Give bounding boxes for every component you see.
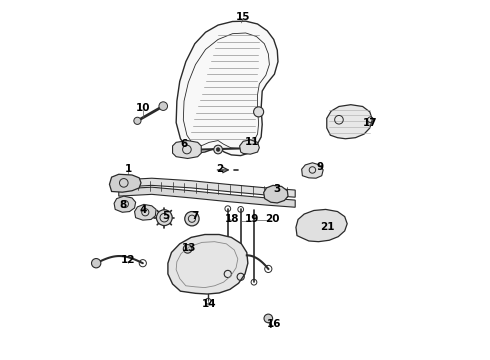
Circle shape xyxy=(216,148,220,151)
Text: 11: 11 xyxy=(245,138,259,147)
Text: 13: 13 xyxy=(182,243,196,253)
Polygon shape xyxy=(302,163,323,178)
Polygon shape xyxy=(119,178,295,197)
Polygon shape xyxy=(176,21,278,156)
Circle shape xyxy=(254,107,264,117)
Text: 7: 7 xyxy=(191,211,198,221)
Circle shape xyxy=(159,102,168,111)
Circle shape xyxy=(92,258,101,268)
Text: 20: 20 xyxy=(265,215,279,224)
Polygon shape xyxy=(264,185,288,203)
Circle shape xyxy=(134,117,141,125)
Polygon shape xyxy=(119,187,295,207)
Text: 6: 6 xyxy=(180,139,188,149)
Text: 17: 17 xyxy=(363,118,378,128)
Circle shape xyxy=(156,210,172,226)
Polygon shape xyxy=(240,140,259,154)
Text: 14: 14 xyxy=(202,299,217,309)
Text: 12: 12 xyxy=(121,255,136,265)
Text: 18: 18 xyxy=(225,215,240,224)
Circle shape xyxy=(264,314,272,323)
Polygon shape xyxy=(327,105,372,139)
Text: 19: 19 xyxy=(245,215,259,224)
Text: 8: 8 xyxy=(120,200,127,210)
Text: 3: 3 xyxy=(273,184,281,194)
Text: 16: 16 xyxy=(267,319,281,329)
Polygon shape xyxy=(114,196,136,212)
Text: 21: 21 xyxy=(320,222,335,231)
Text: 9: 9 xyxy=(317,162,324,172)
Circle shape xyxy=(183,244,192,253)
Text: 10: 10 xyxy=(136,103,150,113)
Text: 1: 1 xyxy=(125,164,132,174)
Text: 5: 5 xyxy=(163,211,170,221)
Polygon shape xyxy=(296,210,347,242)
Polygon shape xyxy=(109,174,141,192)
Polygon shape xyxy=(168,234,248,294)
Polygon shape xyxy=(135,204,156,220)
Polygon shape xyxy=(172,140,201,158)
Text: 2: 2 xyxy=(216,164,223,174)
Text: 4: 4 xyxy=(139,206,147,216)
Circle shape xyxy=(214,145,222,154)
Text: 15: 15 xyxy=(236,12,250,22)
Circle shape xyxy=(185,212,199,226)
